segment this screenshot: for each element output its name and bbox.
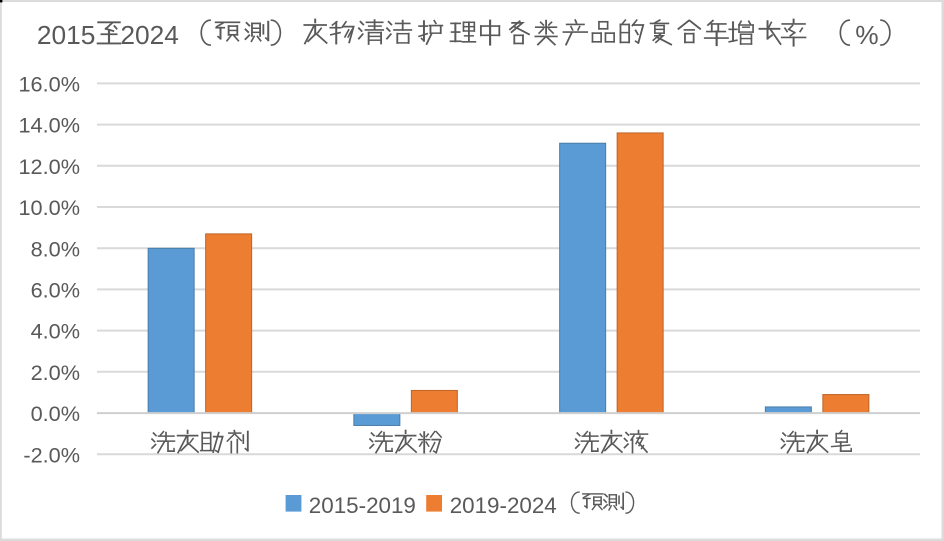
svg-text:2015-2019: 2015-2019 (309, 493, 416, 518)
svg-text:2024: 2024 (120, 20, 179, 50)
svg-text:4.0%: 4.0% (31, 319, 80, 344)
svg-text:%: % (855, 20, 878, 50)
svg-text:2019-2024: 2019-2024 (450, 493, 557, 518)
svg-text:0.0%: 0.0% (31, 401, 80, 426)
svg-text:14.0%: 14.0% (19, 113, 81, 138)
svg-text:8.0%: 8.0% (31, 236, 80, 261)
svg-text:10.0%: 10.0% (19, 195, 81, 220)
svg-text:12.0%: 12.0% (19, 154, 81, 179)
svg-text:16.0%: 16.0% (19, 72, 81, 97)
svg-text:-2.0%: -2.0% (23, 442, 80, 467)
svg-text:6.0%: 6.0% (31, 278, 80, 303)
svg-text:2.0%: 2.0% (31, 360, 80, 385)
svg-text:2015: 2015 (37, 20, 96, 50)
